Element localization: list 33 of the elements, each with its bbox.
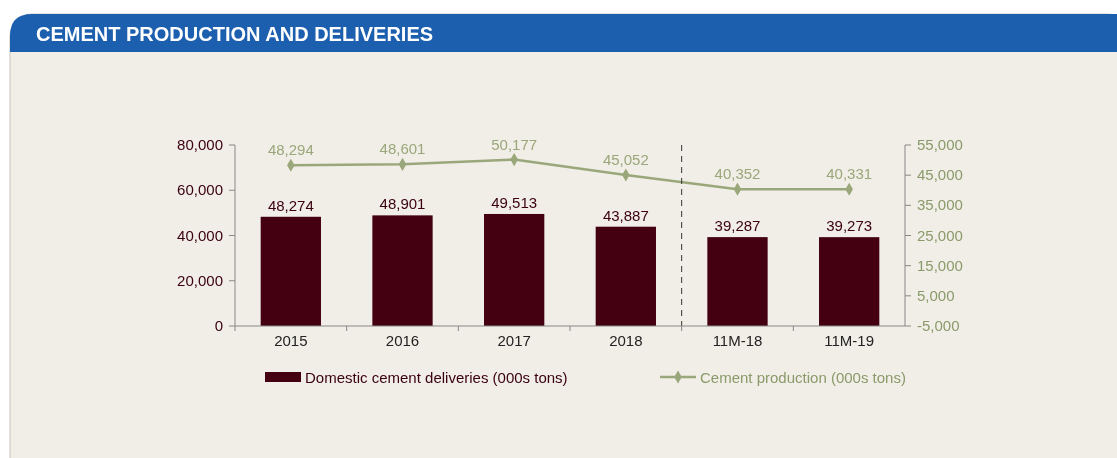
x-tick-label: 2017 [497, 332, 531, 349]
data-label: 50,177 [491, 135, 538, 153]
y2-tick-label: 55,000 [917, 136, 963, 153]
y2-tick-label: 15,000 [917, 256, 963, 274]
data-label: 48,294 [267, 141, 314, 159]
data-label: 45,052 [602, 151, 649, 169]
legend-label: Cement production (000s tons) [700, 369, 906, 386]
data-label: 48,901 [379, 195, 426, 213]
data-label: 40,352 [714, 165, 761, 183]
y2-tick-label: 35,000 [917, 196, 963, 214]
y-tick-label: 0 [214, 317, 223, 334]
y2-tick-label: -5,000 [917, 317, 960, 334]
y-tick-label: 60,000 [177, 181, 223, 199]
data-label: 48,274 [267, 196, 314, 214]
x-tick-label: 11M-19 [824, 332, 875, 349]
data-label: 39,287 [714, 217, 761, 235]
y-tick-label: 20,000 [177, 271, 223, 289]
data-label: 39,273 [826, 217, 873, 235]
legend-label: Domestic cement deliveries (000s tons) [305, 369, 568, 386]
y2-tick-label: 5,000 [917, 286, 955, 304]
x-tick-label: 2015 [274, 332, 308, 349]
x-tick-label: 2018 [609, 332, 643, 349]
data-label: 43,887 [602, 206, 649, 224]
data-label: 49,513 [491, 193, 538, 211]
data-label: 48,601 [379, 140, 426, 158]
x-tick-label: 2016 [385, 332, 420, 349]
data-label: 40,331 [826, 165, 873, 183]
y2-tick-label: 25,000 [917, 226, 963, 244]
y2-tick-label: 45,000 [917, 166, 963, 184]
chart-title: CEMENT PRODUCTION AND DELIVERIES [36, 23, 434, 45]
y-tick-label: 80,000 [177, 136, 223, 153]
x-tick-label: 11M-18 [712, 332, 763, 349]
y-tick-label: 40,000 [177, 226, 223, 244]
